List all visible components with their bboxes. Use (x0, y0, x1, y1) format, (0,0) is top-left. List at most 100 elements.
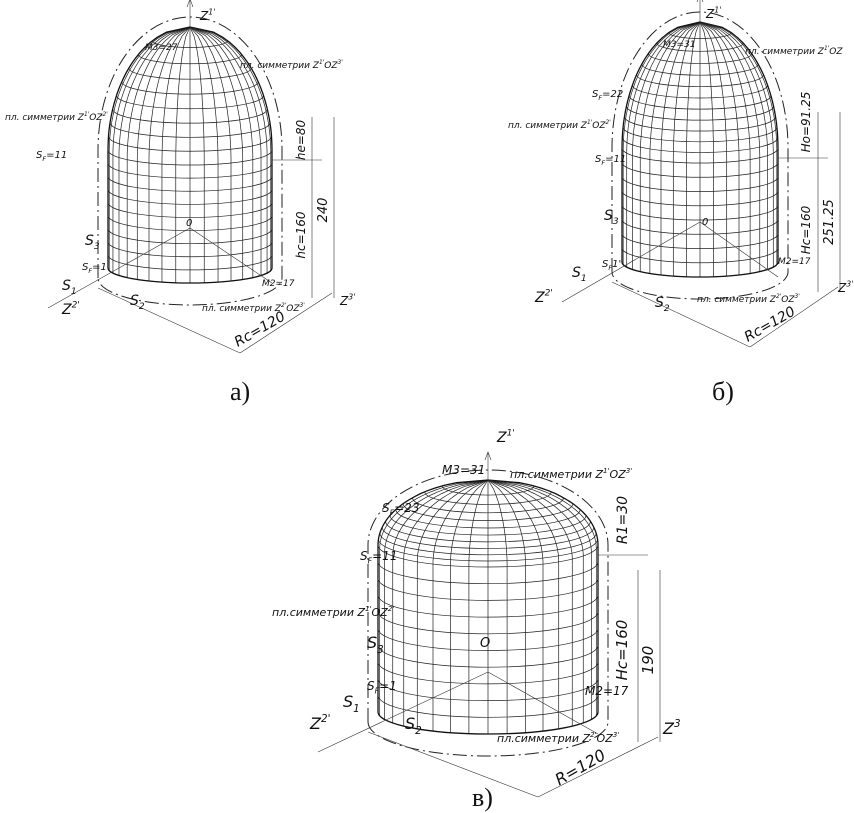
label: Z2'​ (309, 713, 330, 733)
label-part: Z (496, 430, 507, 446)
label-part: =11 (605, 154, 626, 165)
label: 190 (639, 646, 657, 675)
label: Z2'​ (534, 289, 553, 306)
label-part: M2=17 (585, 684, 629, 698)
label-part: 3' (338, 60, 344, 66)
label-part: 3' (613, 730, 620, 739)
label: Z1'​ (199, 8, 215, 23)
label: Rc=120 (232, 309, 288, 351)
label-part: 3' (846, 280, 853, 289)
label: пл.симметрии Z1'​OZ3'​ (510, 466, 632, 481)
label-part: 251.25 (822, 199, 837, 245)
label-part: S (655, 295, 664, 311)
label-part: 3 (674, 718, 681, 730)
label-part: =1 (379, 679, 397, 693)
label: пл. симметрии Z1'​OZ3'​ (240, 60, 343, 71)
label-part: 3 (377, 644, 384, 656)
label-part: OZ (597, 732, 614, 745)
label: Z1'​ (496, 429, 515, 446)
figure: Z1'​M3=31пл.симметрии Z1'​OZ3'​SF​=23R1=… (272, 429, 681, 812)
label: пл. симметрии Z1'​OZ2'​ (508, 120, 611, 131)
label: S2​ (655, 295, 670, 314)
label-part: 3' (795, 294, 801, 300)
label-part: Rc=120 (232, 309, 288, 351)
axis (612, 282, 750, 347)
label-part: M3=27 (145, 43, 178, 53)
label: 0 (702, 217, 708, 228)
label-part: пл. симметрии Z (5, 113, 85, 123)
label-part: Hc=160 (613, 620, 631, 681)
label-part: Hс=160 (799, 205, 813, 254)
label-part: 240 (316, 198, 331, 223)
label-part: =1 (92, 262, 107, 273)
label: 240 (316, 198, 331, 223)
label-part: 1' (507, 429, 515, 439)
label: S3​ (367, 633, 384, 656)
label: 251.25 (822, 199, 837, 245)
label-part: S (62, 278, 71, 294)
label: M3=31 (663, 40, 695, 50)
label-part: 190 (639, 646, 657, 675)
label: M2=17 (778, 257, 811, 267)
label-part: 2' (606, 120, 612, 126)
label: Hс=160 (799, 205, 813, 254)
label-part: 2' (72, 301, 80, 311)
label: hc=160 (294, 211, 308, 259)
label-part: hc=160 (294, 211, 308, 259)
label-part: OZ (89, 113, 103, 123)
label-part: 2' (321, 713, 330, 725)
label-part: OZ (829, 47, 843, 57)
label: Z1'​ (705, 6, 721, 21)
label-part: S (405, 714, 415, 733)
label: SF​=11 (360, 549, 397, 566)
label: S1​ (572, 265, 587, 284)
label: пл. симметрии Z2'​OZ3'​ (202, 303, 305, 314)
label-part: пл.симметрии Z (272, 606, 365, 619)
label-part: пл. симметрии Z (202, 304, 282, 314)
label: пл.симметрии Z2'​OZ3'​ (497, 730, 619, 745)
label: пл. симметрии Z1'​OZ2'​ (5, 112, 108, 123)
meridian (700, 22, 768, 156)
label-part: Hо=91.25 (799, 92, 813, 153)
label: M2=17 (585, 684, 629, 698)
label: пл. симметрии Z1'​OZ (745, 46, 843, 57)
label: R1=30 (615, 496, 631, 544)
label: 0 (186, 218, 192, 229)
label-part: Z (61, 302, 72, 318)
label-part: 1 (581, 274, 587, 284)
label: SF​=11 (36, 150, 67, 163)
label-part: 2' (545, 289, 553, 299)
label: M3=27 (145, 43, 178, 53)
label-part: S (85, 233, 94, 249)
label-part: R=120 (552, 745, 609, 789)
label: пл. симметрии Z2'​OZ3'​ (697, 294, 800, 305)
label-part: пл.симметрии Z (497, 732, 590, 745)
label-part: S (130, 293, 139, 309)
label-part: 2 (415, 725, 422, 737)
label-part: 1' (612, 259, 621, 270)
label-part: M2=17 (262, 279, 295, 289)
caption: в) (472, 783, 493, 812)
label: Z3'​ (837, 280, 853, 295)
label: Rc=120 (742, 304, 798, 346)
label-part: S (604, 208, 613, 224)
label-part: 2' (103, 112, 109, 118)
label-part: OZ (610, 468, 627, 481)
label-part: M3=31 (663, 40, 695, 50)
label-part: 3' (300, 303, 306, 309)
label-part: OZ (286, 304, 300, 314)
label-part: 2 (139, 302, 145, 312)
meridian (488, 480, 507, 567)
label-part: S (572, 265, 581, 281)
figure: Z1'​ M3=27 пл. симметрии Z1'​OZ3'​ пл. симм… (5, 0, 355, 406)
label: M3=31 (442, 463, 485, 477)
label-part: пл.симметрии Z (510, 468, 603, 481)
caption: а) (230, 377, 250, 406)
label: M2=17 (262, 279, 295, 289)
label: пл.симметрии Z1'​OZ2'​ (272, 604, 394, 619)
label-part: 1' (208, 8, 215, 17)
label-part: OZ (592, 121, 606, 131)
label: SF​=1 (82, 262, 107, 275)
label-part: 1 (71, 287, 77, 297)
label: hе=80 (294, 119, 308, 160)
